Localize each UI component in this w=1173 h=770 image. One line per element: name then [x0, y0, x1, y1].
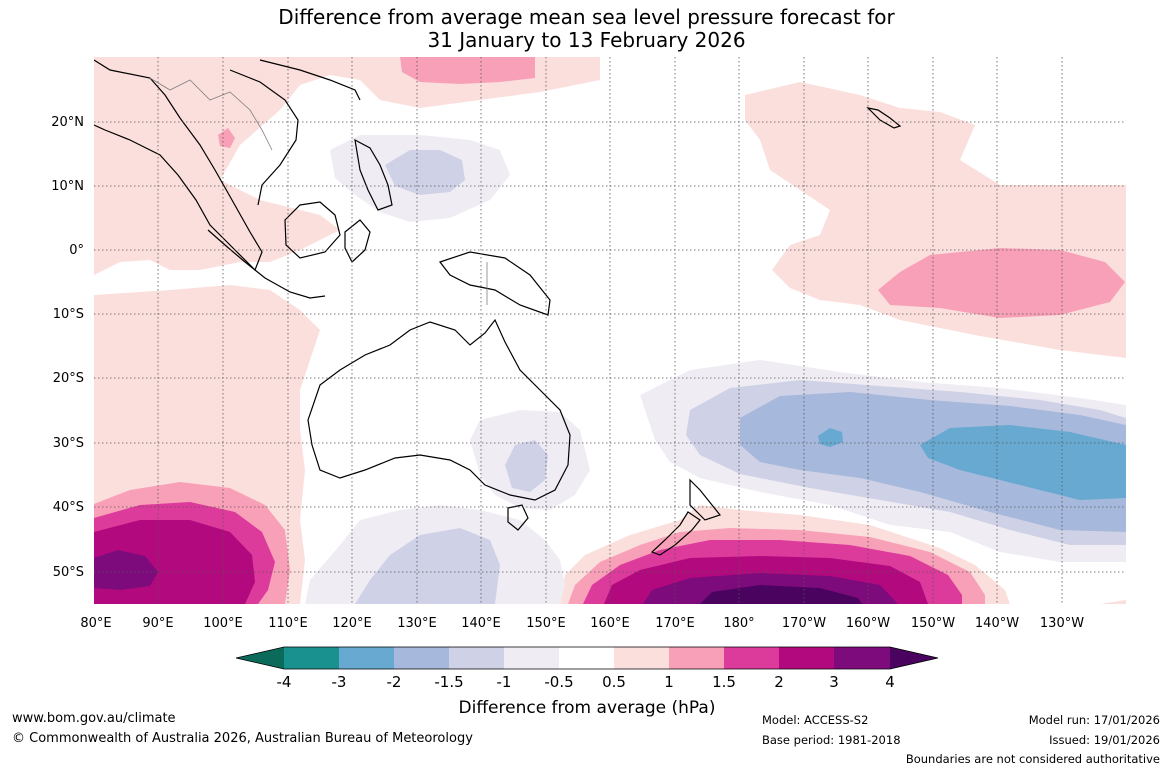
colorbar-tick-label: -3: [332, 673, 347, 691]
lon-tick-label: 140°E: [461, 616, 501, 631]
colorbar-tick-label: -0.5: [544, 673, 573, 691]
model-run-date: Model run: 17/01/2026: [1028, 713, 1160, 727]
colorbar-tick-label: 1: [664, 673, 674, 691]
map-title-line2: 31 January to 13 February 2026: [427, 28, 746, 52]
australia-coastline: [307, 318, 571, 501]
lon-tick-label: 170°W: [782, 616, 826, 631]
colorbar-tick-label: 1.5: [712, 673, 736, 691]
asia-borders: [149, 77, 273, 151]
graticule: [94, 57, 1126, 604]
colorbar-swatch: [724, 647, 779, 669]
lon-tick-label: 180°: [723, 616, 754, 631]
lon-tick-label: 150°W: [911, 616, 955, 631]
longitude-labels: 80°E 90°E 100°E 110°E 120°E 130°E 140°E …: [80, 616, 1084, 631]
coastlines: [94, 59, 902, 556]
sulawesi-coastline: [344, 219, 371, 263]
asia-coastline: [94, 59, 263, 272]
colorbar-tick-label: 4: [885, 673, 895, 691]
colorbar-tick-label: -4: [277, 673, 292, 691]
colorbar-swatch: [394, 647, 449, 669]
colorbar-tick-label: -1.5: [434, 673, 463, 691]
lat-tick-label: 0°: [69, 243, 84, 258]
copyright-notice: © Commonwealth of Australia 2026, Austra…: [12, 731, 473, 746]
issued-date: Issued: 19/01/2026: [1049, 733, 1160, 747]
anomaly-above-4-regions: [700, 585, 862, 604]
colorbar-under-arrow: [236, 647, 284, 669]
anomaly-minus3-to-minus2-regions: [818, 425, 1126, 500]
lat-tick-label: 20°S: [53, 371, 84, 386]
lat-tick-label: 10°N: [51, 179, 84, 194]
colorbar-swatch: [779, 647, 834, 669]
colorbar: [235, 646, 939, 670]
new-zealand-north-island-coastline: [689, 478, 722, 521]
lon-tick-label: 90°E: [142, 616, 173, 631]
colorbar-swatch: [669, 647, 724, 669]
borneo-coastline: [284, 201, 341, 259]
lon-tick-label: 150°E: [526, 616, 566, 631]
colorbar-tick-label: 0.5: [602, 673, 626, 691]
colorbar-tick-label: 3: [829, 673, 839, 691]
colorbar-swatch: [504, 647, 559, 669]
map-panel: [94, 57, 1126, 604]
lon-tick-label: 80°E: [80, 616, 111, 631]
lon-tick-label: 160°W: [846, 616, 890, 631]
indochina-coastline: [229, 69, 299, 206]
lat-tick-label: 10°S: [53, 307, 84, 322]
colorbar-tick-labels: -4 -3 -2 -1.5 -1 -0.5 0.5 1 1.5 2 3 4: [277, 673, 895, 691]
lon-tick-label: 160°E: [590, 616, 630, 631]
colorbar-title: Difference from average (hPa): [459, 698, 716, 718]
hawaii-coastline: [866, 107, 902, 129]
colorbar-swatch: [614, 647, 669, 669]
colorbar-swatch: [834, 647, 890, 669]
bom-url: www.bom.gov.au/climate: [12, 711, 176, 726]
lon-tick-label: 170°E: [655, 616, 695, 631]
lat-tick-label: 30°S: [53, 436, 84, 451]
colorbar-swatch: [339, 647, 394, 669]
colorbar-tick-label: -2: [387, 673, 402, 691]
latitude-labels: 20°N 10°N 0° 10°S 20°S 30°S 40°S 50°S: [51, 115, 84, 580]
philippines-coastline: [354, 138, 393, 211]
colorbar-over-arrow: [890, 647, 938, 669]
lon-tick-label: 100°E: [203, 616, 243, 631]
country-borders: [149, 77, 488, 305]
model-name: Model: ACCESS-S2: [762, 713, 869, 727]
sumatra-java-coastline: [207, 229, 326, 299]
boundaries-disclaimer: Boundaries are not considered authoritat…: [905, 752, 1160, 766]
colorbar-tick-label: -1: [497, 673, 512, 691]
lat-tick-label: 20°N: [51, 115, 84, 130]
lon-tick-label: 130°W: [1040, 616, 1084, 631]
lat-tick-label: 40°S: [53, 500, 84, 515]
lon-tick-label: 120°E: [332, 616, 372, 631]
colorbar-swatch: [449, 647, 504, 669]
china-coastline: [259, 59, 361, 101]
tasmania-coastline: [507, 504, 529, 531]
lat-tick-label: 50°S: [53, 565, 84, 580]
lon-tick-label: 130°E: [397, 616, 437, 631]
colorbar-tick-label: 2: [774, 673, 784, 691]
new-guinea-coastline: [439, 251, 551, 316]
lon-tick-label: 110°E: [268, 616, 308, 631]
map-title-line1: Difference from average mean sea level p…: [278, 5, 895, 29]
colorbar-swatch: [284, 647, 339, 669]
colorbar-swatch: [559, 647, 614, 669]
lon-tick-label: 140°W: [975, 616, 1019, 631]
base-period: Base period: 1981-2018: [762, 733, 901, 747]
